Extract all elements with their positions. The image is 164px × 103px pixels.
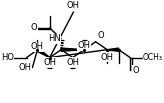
Text: O: O [31, 23, 37, 32]
Text: O: O [97, 31, 104, 40]
Text: OH: OH [78, 41, 91, 50]
Text: OH: OH [67, 1, 80, 10]
Text: HO: HO [1, 53, 14, 62]
Text: OH: OH [43, 58, 56, 67]
Text: OH: OH [31, 42, 44, 51]
Polygon shape [61, 48, 84, 51]
Text: OH: OH [66, 58, 79, 67]
Text: HN: HN [48, 34, 61, 43]
Polygon shape [36, 49, 50, 58]
Text: OCH₃: OCH₃ [143, 53, 163, 62]
Polygon shape [107, 48, 119, 51]
Text: OH: OH [101, 53, 114, 61]
Text: O: O [132, 66, 139, 75]
Text: OH: OH [19, 63, 32, 72]
